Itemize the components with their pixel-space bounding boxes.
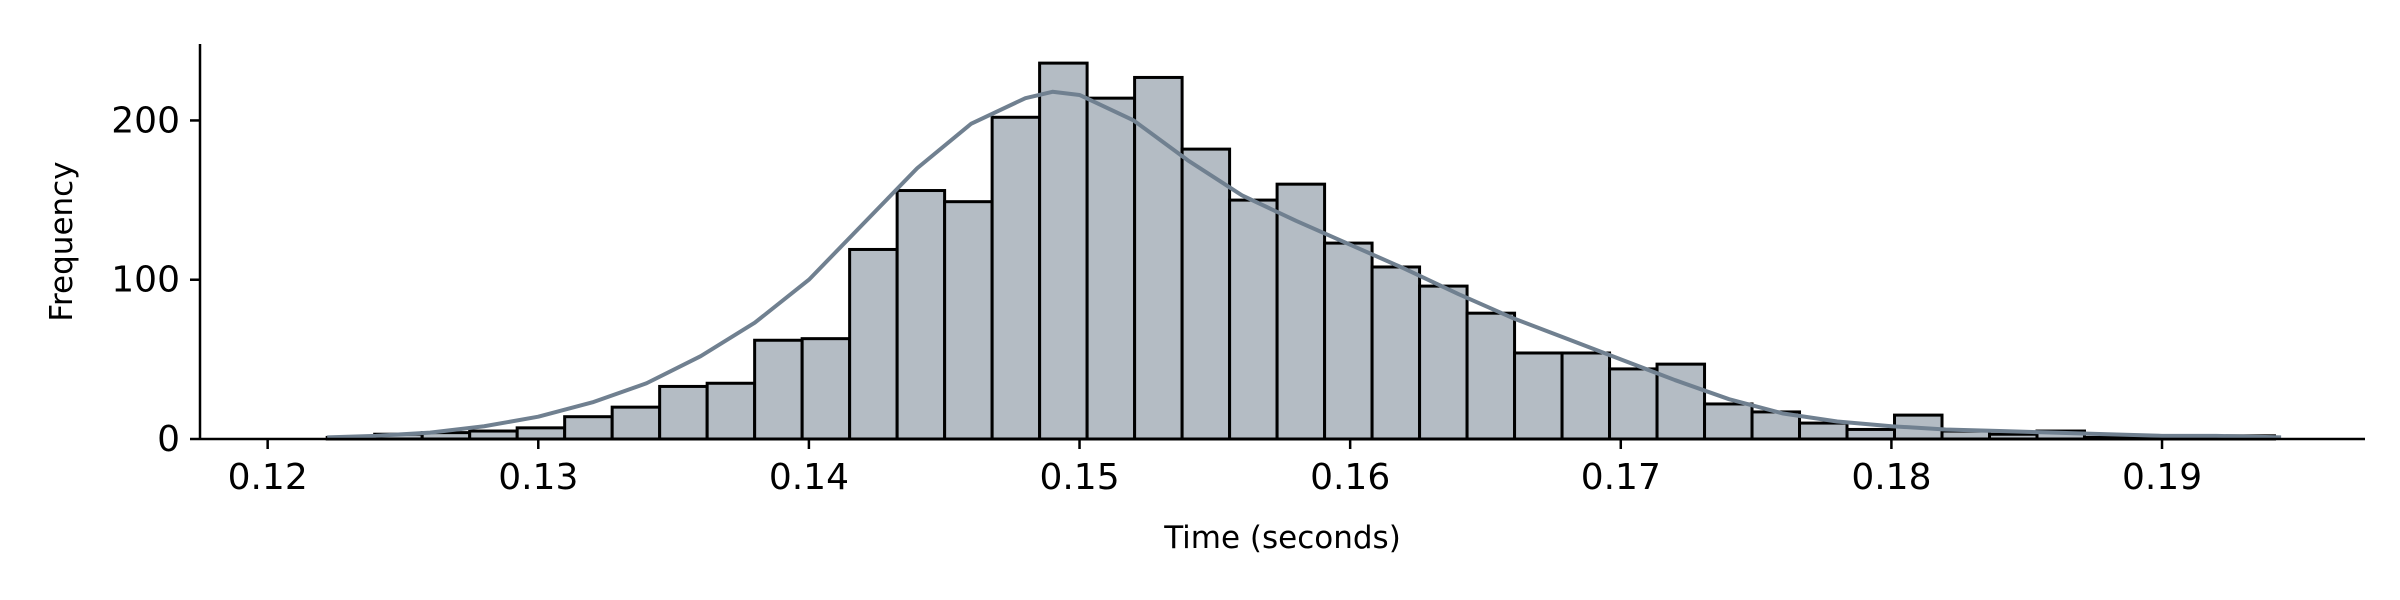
y-axis-label: Frequency <box>44 161 80 321</box>
histogram-bar <box>658 384 709 441</box>
histogram-bar <box>990 115 1042 441</box>
kde-density-curve <box>327 89 2282 440</box>
histogram-bar <box>1180 147 1232 441</box>
y-tick-label: 200 <box>111 100 180 141</box>
histogram-bar <box>1323 241 1374 441</box>
histogram-bar <box>848 247 899 441</box>
histogram-bar <box>1465 311 1517 441</box>
histogram-bar <box>1513 351 1564 441</box>
histogram-bar <box>800 337 852 441</box>
y-axis-ticks: 0 100 200 <box>111 100 200 460</box>
x-tick-label: 0.15 <box>1039 457 1119 498</box>
histogram-bar <box>1370 265 1422 441</box>
x-tick-label: 0.14 <box>769 457 849 498</box>
histogram-bar <box>753 338 804 441</box>
y-tick-label: 100 <box>111 260 180 301</box>
histogram-bar <box>610 405 662 441</box>
x-tick-label: 0.12 <box>228 457 308 498</box>
histogram-bar <box>1085 96 1137 441</box>
histogram-bar <box>943 200 994 441</box>
histogram-bar <box>1418 284 1469 441</box>
x-tick-label: 0.18 <box>1851 457 1931 498</box>
x-tick-label: 0.13 <box>498 457 578 498</box>
histogram-bar <box>1608 367 1659 441</box>
histogram-bar <box>1560 351 1612 441</box>
x-tick-label: 0.17 <box>1581 457 1661 498</box>
x-tick-label: 0.16 <box>1310 457 1390 498</box>
x-axis-label: Time (seconds) <box>1163 520 1401 556</box>
histogram-bars <box>325 61 2276 441</box>
histogram-bar <box>1845 427 1897 441</box>
x-tick-label: 0.19 <box>2122 457 2202 498</box>
x-axis-ticks: 0.12 0.13 0.14 0.15 0.16 0.17 0.18 0.19 <box>228 439 2202 498</box>
histogram-bar <box>1228 198 1279 441</box>
histogram-bar <box>1038 61 1089 441</box>
histogram-bar <box>895 189 947 441</box>
histogram-bar <box>1703 402 1754 441</box>
y-tick-label: 0 <box>157 419 180 460</box>
histogram-bar <box>705 381 757 441</box>
histogram-bar <box>563 415 614 441</box>
histogram-bar <box>1133 75 1184 441</box>
histogram-bar <box>515 426 567 441</box>
histogram-bar <box>1798 421 1849 441</box>
